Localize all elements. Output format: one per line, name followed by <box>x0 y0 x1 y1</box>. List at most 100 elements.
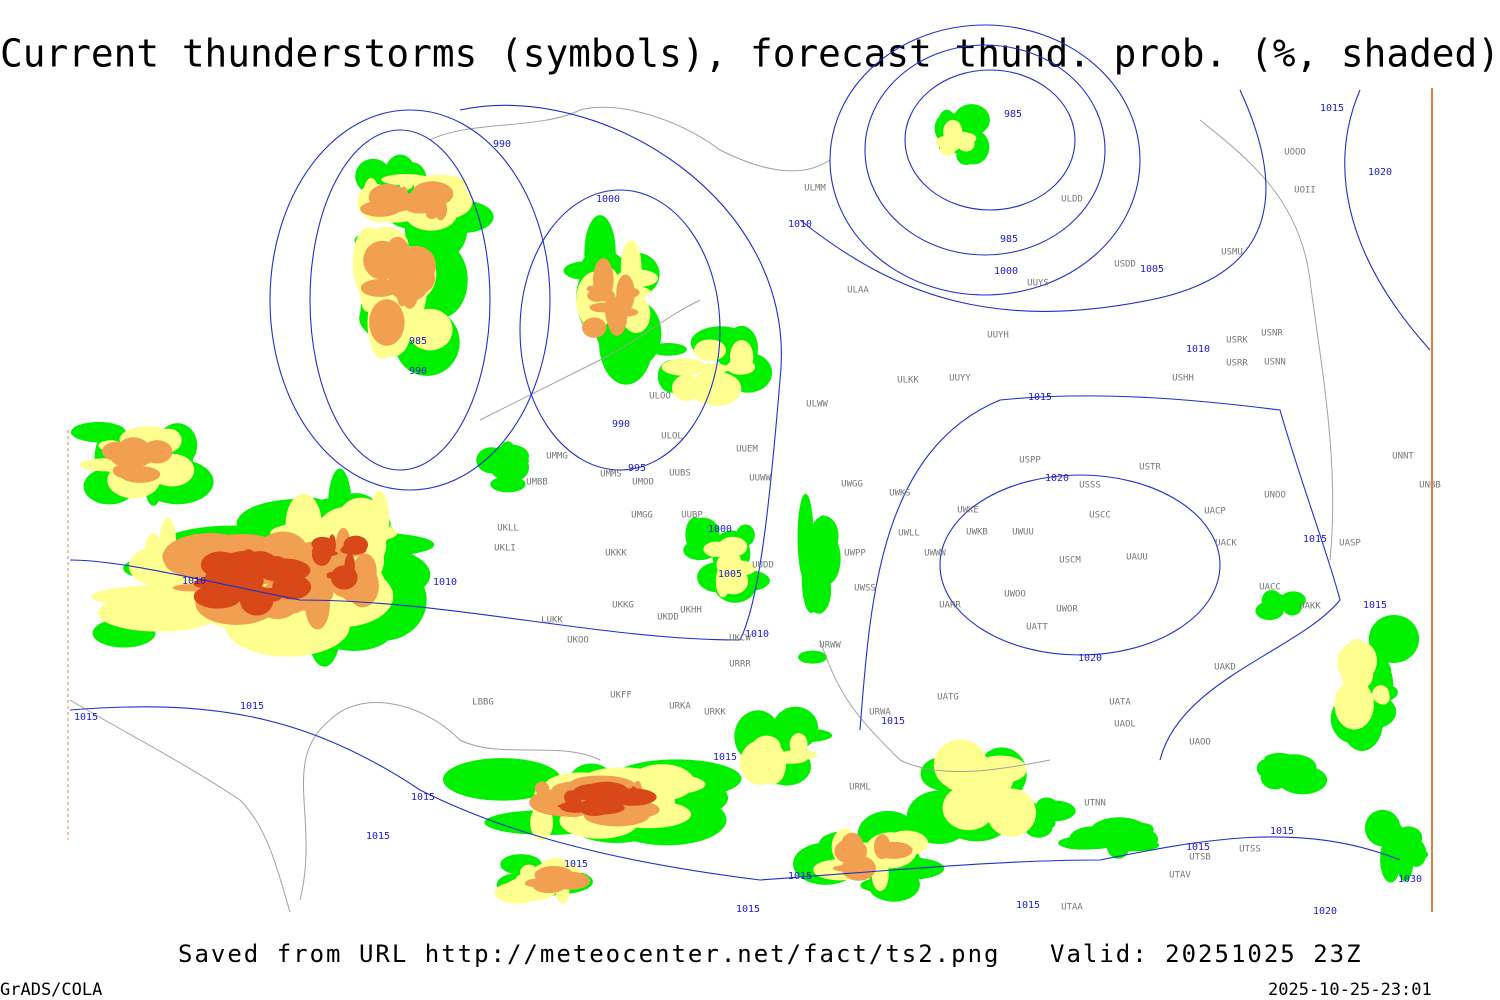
isobar <box>269 109 551 491</box>
station-label: USRK <box>1226 336 1248 346</box>
station-label: UWKS <box>889 489 911 499</box>
storm-area <box>798 650 827 664</box>
station-label: UATG <box>937 693 959 703</box>
station-label: UNNT <box>1392 452 1414 462</box>
storm-area <box>586 285 603 293</box>
isobar <box>69 706 1401 881</box>
station-label: URML <box>849 783 871 793</box>
isobar <box>69 105 782 641</box>
isobar-label: 1015 <box>1363 600 1387 611</box>
station-label: UWKB <box>966 528 988 538</box>
storm-area <box>360 279 399 297</box>
storm-area <box>582 317 607 338</box>
isobar-label: 1010 <box>788 219 812 230</box>
storm-area <box>1368 614 1420 663</box>
station-label: UAUU <box>1126 553 1148 563</box>
storm-area <box>1376 690 1390 705</box>
station-label: UUBP <box>681 511 703 521</box>
isobar <box>1344 89 1431 351</box>
storm-area <box>204 570 262 586</box>
isobar <box>519 189 721 471</box>
storm-area <box>543 870 574 887</box>
station-label: UUEM <box>736 445 758 455</box>
station-label: UAKK <box>1299 602 1321 612</box>
storm-area <box>592 258 614 302</box>
storm-area <box>971 758 1014 798</box>
storm-area <box>814 533 841 585</box>
isobar-label: 1015 <box>788 871 812 882</box>
coastline <box>819 639 1051 772</box>
isobar-label: 1015 <box>564 859 588 870</box>
station-label: UMOO <box>632 478 654 488</box>
isobar-label: 1000 <box>994 266 1018 277</box>
station-label: UTNN <box>1084 799 1106 809</box>
station-label: ULOL <box>661 432 683 442</box>
storm-area <box>109 442 136 467</box>
station-label: UACC <box>1259 583 1281 593</box>
isobar-label: 1015 <box>74 712 98 723</box>
coastline <box>479 299 701 421</box>
storm-area <box>407 308 453 351</box>
storm-area <box>498 441 518 475</box>
station-label: UTSB <box>1189 853 1211 863</box>
storm-area <box>490 476 526 493</box>
storm-area <box>840 832 864 858</box>
storm-area <box>837 852 865 863</box>
station-label: UAKD <box>1214 663 1236 673</box>
storm-area <box>935 135 959 149</box>
storm-area <box>986 788 1037 837</box>
storm-area <box>97 594 221 632</box>
map-title: Current thunderstorms (symbols), forecas… <box>0 32 1500 76</box>
coastlines <box>69 106 1334 913</box>
isobar-label: 1005 <box>1140 264 1164 275</box>
isobar-label: 1015 <box>1303 534 1327 545</box>
storm-shading <box>71 104 1429 904</box>
station-label: UACK <box>1215 539 1237 549</box>
isobar <box>309 129 491 471</box>
isobar-label: 1000 <box>596 194 620 205</box>
storm-area <box>693 339 727 362</box>
storm-area <box>607 307 639 317</box>
isobars <box>69 24 1431 881</box>
isobar-label: 1020 <box>1368 167 1392 178</box>
valid-time: Valid: 20251025 23Z <box>1050 940 1363 968</box>
station-label: URWW <box>819 641 841 651</box>
station-label: UATA <box>1109 698 1131 708</box>
storm-area <box>534 781 550 796</box>
storm-area <box>1264 752 1295 766</box>
station-label: ULMM <box>804 184 826 194</box>
storm-area <box>282 576 300 583</box>
isobar-label: 1015 <box>366 831 390 842</box>
storm-area <box>956 145 977 165</box>
storm-area <box>1334 679 1374 730</box>
station-label: UAOO <box>1189 738 1211 748</box>
isobar-label: 1010 <box>1186 344 1210 355</box>
storm-area <box>797 493 814 581</box>
isobar-label: 990 <box>612 419 630 430</box>
isobar-label: 1015 <box>1016 900 1040 911</box>
station-labels: ULMM ULAA UUYH ULKK UUYY USHH USMU USDD UUYS ULDD… <box>472 148 1441 913</box>
storm-area <box>874 841 913 859</box>
isobar-label: 990 <box>409 366 427 377</box>
station-label: USCM <box>1059 556 1081 566</box>
station-label: UMBB <box>526 478 548 488</box>
isobar-label: 1015 <box>881 716 905 727</box>
storm-area <box>1386 847 1429 862</box>
station-label: USHH <box>1172 374 1194 384</box>
isobar-label: 1010 <box>745 629 769 640</box>
station-label: USSS <box>1079 481 1101 491</box>
station-label: USPP <box>1019 456 1041 466</box>
station-label: UKOO <box>567 636 589 646</box>
station-label: UATT <box>1026 623 1048 633</box>
station-label: UMMS <box>600 470 622 480</box>
storm-area <box>494 881 541 904</box>
isobar-label: 985 <box>1004 109 1022 120</box>
station-label: UKKG <box>612 601 634 611</box>
isobar-label: 1030 <box>1398 874 1422 885</box>
station-label: ULKK <box>897 376 919 386</box>
storm-area <box>311 541 332 566</box>
station-label: UKLL <box>497 524 519 534</box>
storm-area <box>1106 832 1130 859</box>
storm-area <box>955 131 972 144</box>
station-label: UAOL <box>1114 720 1136 730</box>
